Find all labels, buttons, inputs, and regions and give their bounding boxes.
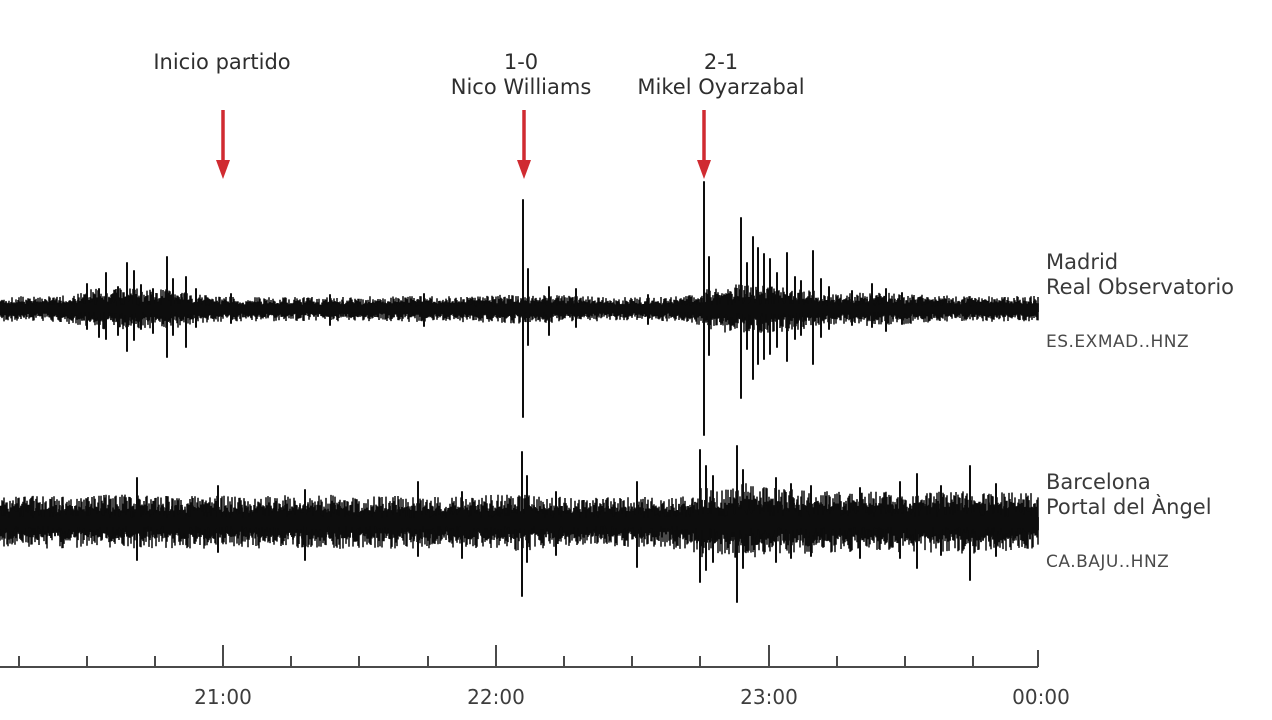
tick-label-21-00: 21:00 bbox=[194, 685, 252, 709]
event-score: 2-1 bbox=[703, 50, 739, 74]
tick-label-22-00: 22:00 bbox=[467, 685, 525, 709]
tick-label-23-00: 23:00 bbox=[740, 685, 798, 709]
event-name: Inicio partido bbox=[153, 50, 291, 74]
trace-madrid bbox=[0, 181, 1039, 436]
event-name: Nico Williams bbox=[450, 75, 592, 99]
event-annotation-1: Inicio partido bbox=[153, 50, 290, 75]
event-name: Mikel Oyarzabal bbox=[637, 75, 805, 99]
station-code: ES.EXMAD..HNZ bbox=[1046, 332, 1190, 352]
station-code: CA.BAJU..HNZ bbox=[1046, 552, 1170, 572]
event-arrow-1 bbox=[216, 110, 230, 179]
axis-ticks bbox=[18, 645, 974, 667]
event-annotation-2: 1-0 Nico Williams bbox=[451, 50, 592, 100]
tick-label-00-00: 00:00 bbox=[1012, 685, 1070, 709]
event-arrows bbox=[216, 110, 711, 179]
event-arrow-2 bbox=[517, 110, 531, 179]
station-label-madrid: Madrid Real Observatorio ES.EXMAD..HNZ bbox=[1046, 250, 1234, 355]
station-site: Real Observatorio bbox=[1046, 275, 1234, 299]
trace-barcelona bbox=[0, 445, 1039, 603]
station-site: Portal del Àngel bbox=[1046, 495, 1212, 519]
axis-line bbox=[0, 650, 1039, 668]
station-city: Madrid bbox=[1046, 250, 1119, 274]
event-score: 1-0 bbox=[503, 50, 539, 74]
station-label-barcelona: Barcelona Portal del Àngel CA.BAJU..HNZ bbox=[1046, 470, 1212, 575]
event-arrow-3 bbox=[697, 110, 711, 179]
seismic-traces bbox=[0, 181, 1039, 603]
event-annotation-3: 2-1 Mikel Oyarzabal bbox=[637, 50, 804, 100]
station-city: Barcelona bbox=[1046, 470, 1151, 494]
time-axis bbox=[0, 645, 1039, 668]
